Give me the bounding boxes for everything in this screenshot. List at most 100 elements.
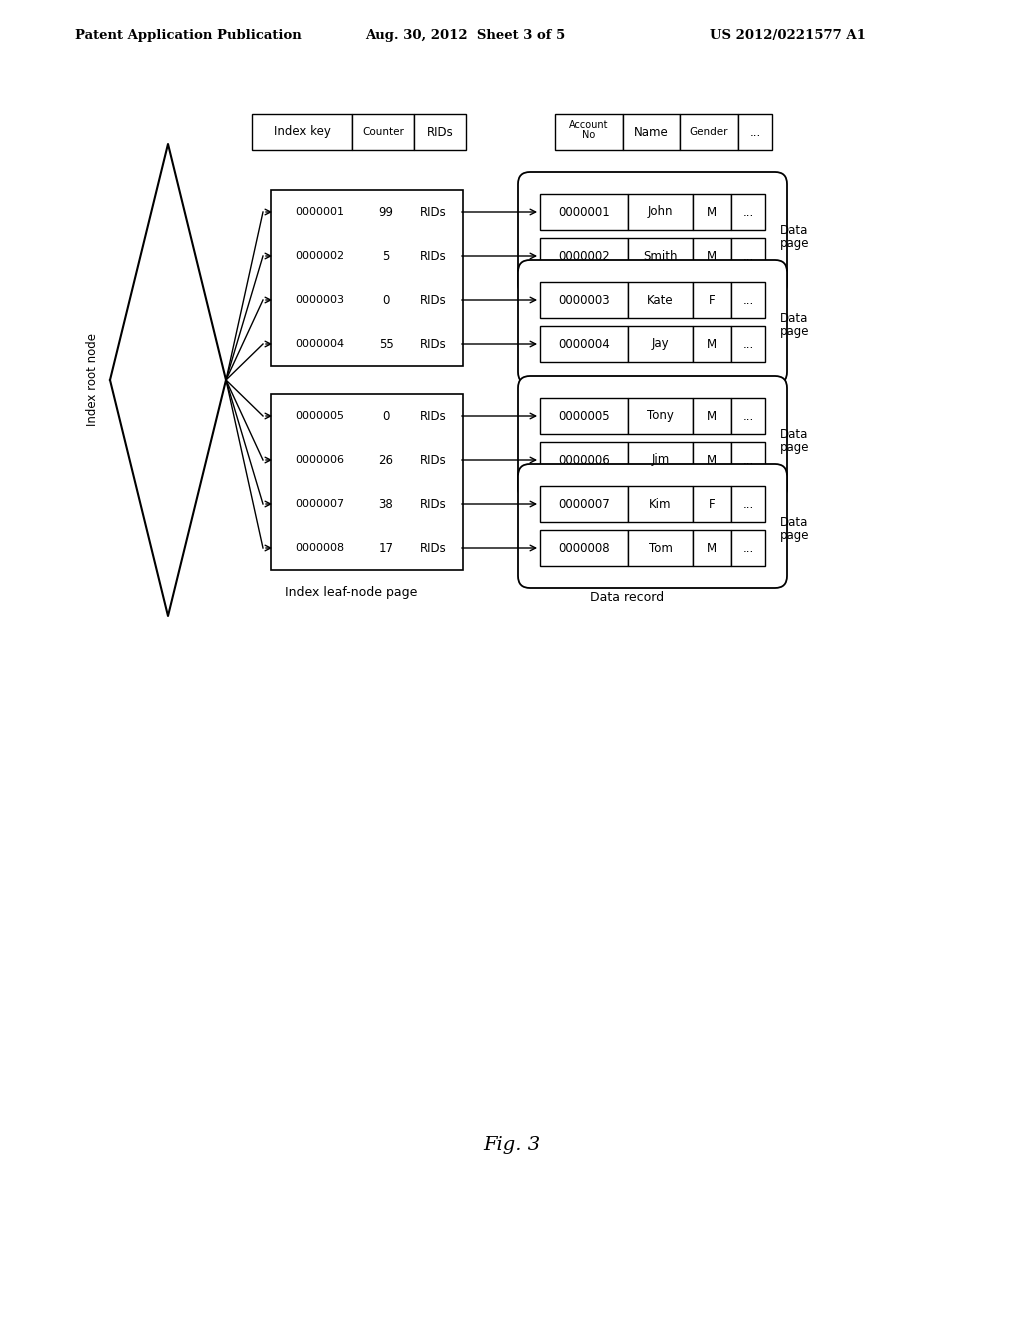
Text: 5: 5 [382, 249, 390, 263]
Bar [407, 442, 459, 478]
Bar [275, 326, 365, 362]
Text: 0000008: 0000008 [558, 541, 610, 554]
Text: 0000003: 0000003 [558, 293, 610, 306]
Bar [628, 442, 693, 478]
Text: 55: 55 [379, 338, 393, 351]
Bar [365, 326, 407, 362]
Bar [407, 282, 459, 318]
Bar [540, 399, 628, 434]
Bar [407, 531, 459, 566]
Bar [365, 486, 407, 521]
Text: F: F [709, 498, 716, 511]
Text: RIDs: RIDs [420, 206, 446, 219]
Bar [731, 194, 765, 230]
Text: 0000007: 0000007 [558, 498, 610, 511]
Text: 0000002: 0000002 [558, 249, 610, 263]
Bar [540, 326, 628, 362]
Text: RIDs: RIDs [420, 409, 446, 422]
Text: Tom: Tom [648, 541, 673, 554]
Text: RIDs: RIDs [420, 249, 446, 263]
Text: 0: 0 [382, 409, 390, 422]
Text: Jay: Jay [651, 338, 670, 351]
Text: ...: ... [742, 293, 754, 306]
Bar [365, 531, 407, 566]
Text: M: M [707, 206, 717, 219]
Text: M: M [707, 409, 717, 422]
Text: 0000006: 0000006 [296, 455, 344, 465]
Bar [365, 238, 407, 275]
Text: page: page [780, 238, 810, 251]
Text: Index root node: Index root node [85, 334, 98, 426]
Bar [628, 194, 693, 230]
Text: 0000005: 0000005 [296, 411, 344, 421]
Bar [693, 282, 731, 318]
Bar [407, 326, 459, 362]
Bar [540, 531, 628, 566]
Text: Counter: Counter [362, 127, 403, 137]
Bar [731, 326, 765, 362]
Text: Account
No: Account No [569, 120, 608, 140]
Text: Kim: Kim [649, 498, 672, 511]
Text: Data record: Data record [590, 591, 665, 605]
Bar [628, 326, 693, 362]
Bar [693, 238, 731, 275]
Text: Patent Application Publication: Patent Application Publication [75, 29, 302, 41]
Text: Index key: Index key [273, 125, 331, 139]
Text: RIDs: RIDs [420, 541, 446, 554]
Text: page: page [780, 529, 810, 543]
Bar [623, 114, 680, 150]
Text: F: F [709, 293, 716, 306]
Text: 17: 17 [379, 541, 393, 554]
Text: RIDs: RIDs [420, 498, 446, 511]
Text: 0000001: 0000001 [296, 207, 344, 216]
Text: page: page [780, 326, 810, 338]
Bar [628, 486, 693, 521]
Text: 0: 0 [382, 293, 390, 306]
Bar [365, 194, 407, 230]
Bar [365, 442, 407, 478]
Bar [731, 238, 765, 275]
Bar [731, 399, 765, 434]
Bar [407, 486, 459, 521]
Bar [271, 393, 463, 570]
Bar [275, 531, 365, 566]
Text: ...: ... [742, 206, 754, 219]
Text: Aug. 30, 2012  Sheet 3 of 5: Aug. 30, 2012 Sheet 3 of 5 [365, 29, 565, 41]
Bar [540, 238, 628, 275]
Bar [365, 399, 407, 434]
Text: ...: ... [742, 338, 754, 351]
Bar [271, 190, 463, 366]
Bar [275, 442, 365, 478]
Text: ...: ... [742, 249, 754, 263]
Text: 26: 26 [379, 454, 393, 466]
Text: 0000004: 0000004 [558, 338, 610, 351]
Text: Data: Data [780, 428, 808, 441]
Text: ...: ... [742, 409, 754, 422]
Text: 0000007: 0000007 [296, 499, 344, 510]
Text: Data: Data [780, 516, 808, 528]
Bar [352, 114, 414, 150]
Bar [540, 442, 628, 478]
Text: John: John [648, 206, 673, 219]
Bar [693, 486, 731, 521]
Bar [275, 194, 365, 230]
Bar [275, 238, 365, 275]
Text: Jim: Jim [651, 454, 670, 466]
Text: ...: ... [742, 498, 754, 511]
Text: RIDs: RIDs [420, 293, 446, 306]
Text: page: page [780, 441, 810, 454]
Text: Index leaf-node page: Index leaf-node page [285, 586, 418, 599]
Text: M: M [707, 338, 717, 351]
Text: Kate: Kate [647, 293, 674, 306]
Bar [252, 114, 352, 150]
Text: 0000002: 0000002 [296, 251, 344, 261]
FancyBboxPatch shape [518, 260, 787, 384]
Text: US 2012/0221577 A1: US 2012/0221577 A1 [710, 29, 866, 41]
Bar [693, 399, 731, 434]
Bar [628, 282, 693, 318]
Text: 0000004: 0000004 [296, 339, 344, 348]
Text: 0000003: 0000003 [296, 294, 344, 305]
Bar [555, 114, 623, 150]
Text: ...: ... [750, 125, 761, 139]
Bar [628, 238, 693, 275]
